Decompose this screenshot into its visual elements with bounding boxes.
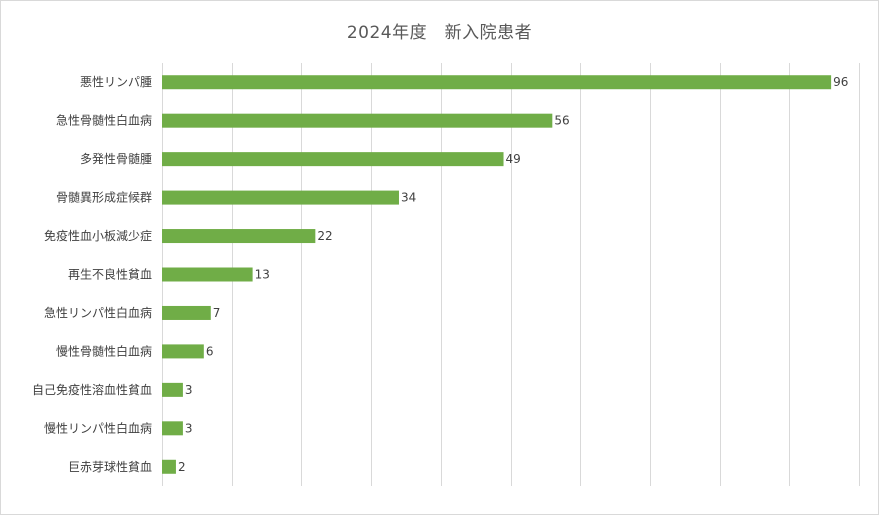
category-label: 骨髄異形成症候群: [56, 190, 152, 205]
bar: [162, 267, 253, 282]
bar: [162, 344, 204, 359]
bar: [162, 113, 553, 128]
category-label: 自己免疫性溶血性貧血: [32, 382, 152, 397]
data-label: 96: [833, 75, 848, 89]
bar: [162, 75, 832, 90]
bar: [162, 229, 316, 244]
category-labels: 悪性リンパ腫急性骨髄性白血病多発性骨髄腫骨髄異形成症候群免疫性血小板減少症再生不…: [32, 75, 152, 474]
category-label: 急性骨髄性白血病: [56, 113, 152, 128]
data-label: 3: [185, 383, 193, 397]
category-label: 慢性リンパ性白血病: [44, 420, 152, 435]
bar: [162, 152, 504, 167]
bar: [162, 459, 176, 474]
category-label: 多発性骨髄腫: [80, 151, 152, 166]
data-label: 7: [213, 306, 221, 320]
data-label: 34: [401, 191, 416, 205]
category-label: 再生不良性貧血: [68, 267, 152, 282]
category-label: 悪性リンパ腫: [80, 75, 152, 89]
data-label: 13: [255, 268, 270, 282]
bars: [162, 75, 832, 474]
gridlines: [162, 63, 860, 486]
chart-title: 2024年度 新入院患者: [346, 23, 533, 43]
bar: [162, 421, 183, 436]
data-label: 2: [178, 460, 186, 474]
category-label: 免疫性血小板減少症: [44, 228, 152, 243]
data-label: 56: [554, 114, 569, 128]
data-label: 6: [206, 344, 214, 358]
data-label: 3: [185, 421, 193, 435]
bar: [162, 305, 211, 320]
data-label: 49: [506, 152, 521, 166]
data-labels: 96 56 49 34 22 13 7 6 3 3 2: [178, 75, 848, 474]
bar: [162, 382, 183, 397]
category-label: 慢性骨髄性白血病: [56, 343, 152, 358]
category-label: 巨赤芽球性貧血: [68, 460, 152, 474]
category-label: 急性リンパ性白血病: [44, 305, 152, 320]
data-label: 22: [317, 229, 332, 243]
bar: [162, 190, 399, 205]
